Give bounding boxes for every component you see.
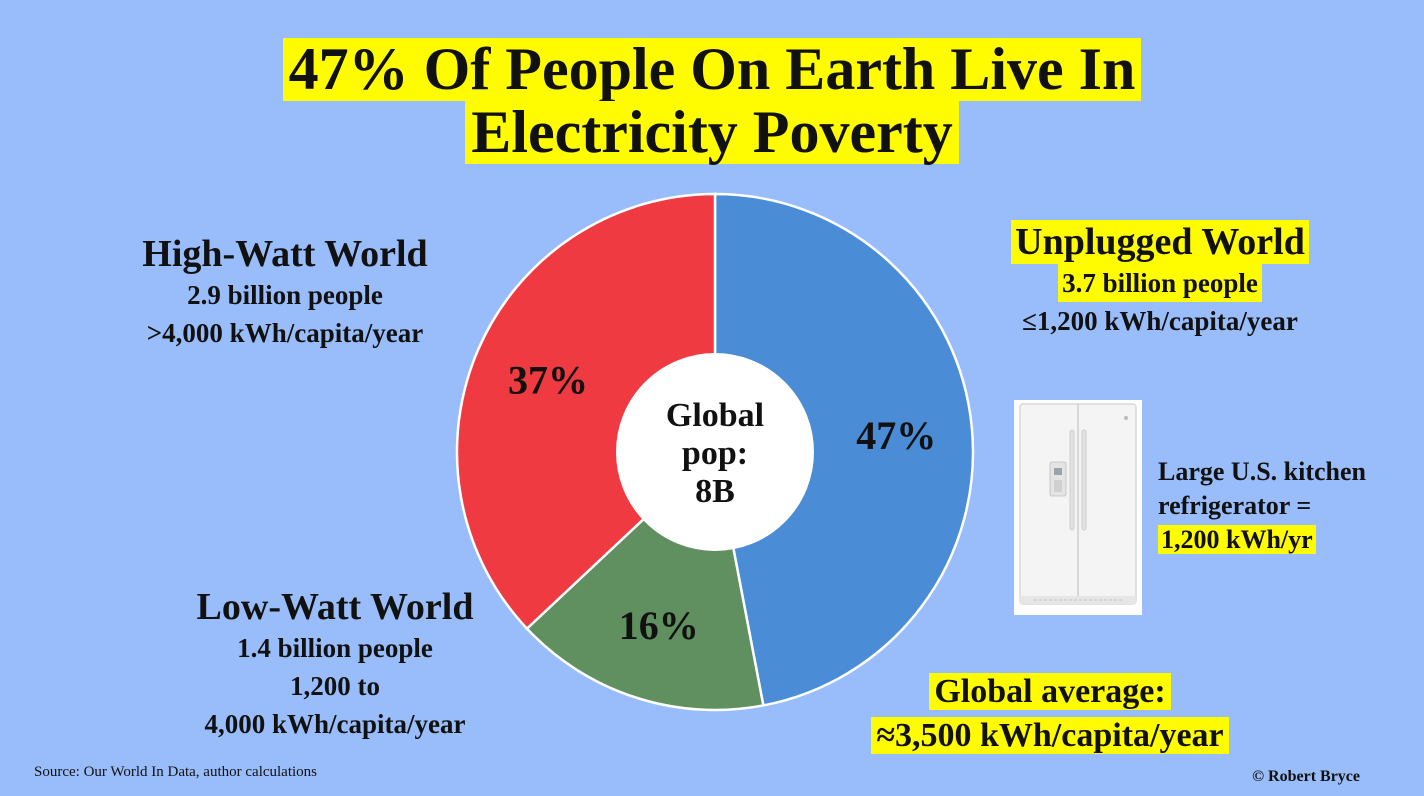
fridge-caption: Large U.S. kitchen refrigerator = 1,200 … [1158, 455, 1418, 557]
high-watt-title: High-Watt World [142, 233, 428, 275]
unplugged-people: 3.7 billion people [1058, 264, 1262, 302]
global-average: Global average: ≈3,500 kWh/capita/year [830, 670, 1270, 758]
refrigerator-icon [1014, 400, 1142, 615]
pie-slice-label-1: 16% [619, 603, 699, 648]
low-watt-title: Low-Watt World [196, 586, 474, 628]
pie-slice-0 [713, 192, 975, 707]
pie-slice-label-0: 47% [856, 413, 936, 458]
pie-slice-2 [455, 192, 717, 631]
high-watt-group: High-Watt World 2.9 billion people >4,00… [100, 232, 470, 352]
title-line-1: 47% Of People On Earth Live In [282, 38, 1142, 101]
center-label-line-2: 8B [695, 473, 735, 510]
global-average-value: ≈3,500 kWh/capita/year [871, 717, 1229, 754]
chart-title: 47% Of People On Earth Live In Electrici… [0, 38, 1424, 164]
fridge-caption-value: 1,200 kWh/yr [1158, 525, 1316, 554]
unplugged-title: Unplugged World [1011, 220, 1309, 264]
center-hole [616, 353, 814, 551]
center-label-line-0: Global [666, 397, 764, 434]
fridge-caption-line-1: Large U.S. kitchen [1158, 457, 1366, 486]
low-watt-usage-2: 4,000 kWh/capita/year [204, 709, 466, 739]
low-watt-usage-1: 1,200 to [290, 671, 380, 701]
high-watt-usage: >4,000 kWh/capita/year [146, 318, 424, 348]
high-watt-people: 2.9 billion people [187, 280, 383, 310]
fridge-caption-line-2: refrigerator = [1158, 491, 1312, 520]
low-watt-people: 1.4 billion people [237, 633, 433, 663]
center-label-line-1: pop: [682, 435, 748, 472]
copyright-note: © Robert Bryce [1252, 768, 1360, 785]
global-average-label: Global average: [929, 673, 1171, 710]
title-line-2: Electricity Poverty [465, 101, 959, 164]
low-watt-group: Low-Watt World 1.4 billion people 1,200 … [150, 585, 520, 743]
unplugged-usage: ≤1,200 kWh/capita/year [1022, 306, 1298, 336]
unplugged-group: Unplugged World 3.7 billion people ≤1,20… [970, 220, 1350, 340]
source-note: Source: Our World In Data, author calcul… [34, 764, 318, 780]
pie-slice-label-2: 37% [508, 358, 588, 403]
